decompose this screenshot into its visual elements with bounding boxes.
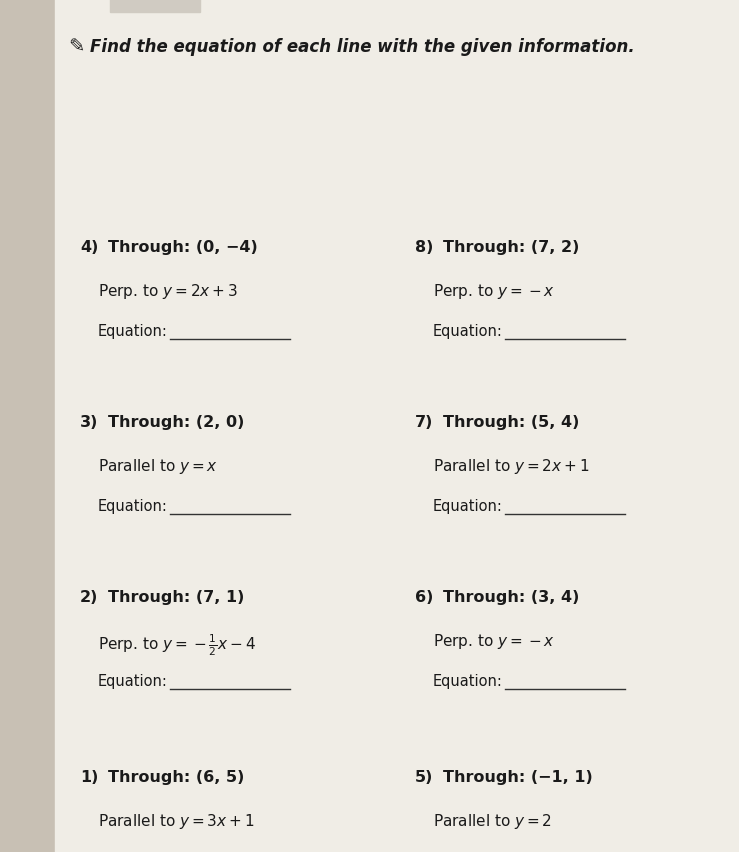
Polygon shape: [110, 0, 200, 13]
Text: Parallel to $y = 2$: Parallel to $y = 2$: [433, 811, 552, 830]
Text: Equation:: Equation:: [98, 498, 168, 514]
Text: Perp. to $y = -x$: Perp. to $y = -x$: [433, 282, 555, 301]
Text: Through: (−1, 1): Through: (−1, 1): [443, 769, 593, 784]
Text: 5): 5): [415, 769, 433, 784]
Text: 2): 2): [80, 590, 98, 604]
Text: Through: (6, 5): Through: (6, 5): [108, 769, 245, 784]
Text: Perp. to $y = -\frac{1}{2}x - 4$: Perp. to $y = -\frac{1}{2}x - 4$: [98, 631, 256, 657]
Text: 4): 4): [80, 239, 98, 255]
Text: Through: (3, 4): Through: (3, 4): [443, 590, 579, 604]
Text: Through: (0, −4): Through: (0, −4): [108, 239, 258, 255]
Polygon shape: [55, 0, 739, 852]
Text: 3): 3): [80, 415, 98, 429]
Text: 1): 1): [80, 769, 98, 784]
Text: Equation:: Equation:: [433, 673, 503, 688]
Text: Equation:: Equation:: [98, 324, 168, 338]
Text: ✎: ✎: [68, 38, 84, 57]
Text: Parallel to $y = 3x + 1$: Parallel to $y = 3x + 1$: [98, 811, 255, 830]
Text: Perp. to $y = 2x + 3$: Perp. to $y = 2x + 3$: [98, 282, 238, 301]
Text: 6): 6): [415, 590, 433, 604]
Text: Find the equation of each line with the given information.: Find the equation of each line with the …: [90, 38, 635, 56]
Text: Through: (2, 0): Through: (2, 0): [108, 415, 245, 429]
Text: Through: (7, 2): Through: (7, 2): [443, 239, 579, 255]
Polygon shape: [0, 0, 55, 852]
Text: 8): 8): [415, 239, 433, 255]
Text: Through: (5, 4): Through: (5, 4): [443, 415, 579, 429]
Text: Equation:: Equation:: [433, 498, 503, 514]
Text: Parallel to $y = x$: Parallel to $y = x$: [98, 457, 218, 475]
Text: Perp. to $y = -x$: Perp. to $y = -x$: [433, 631, 555, 650]
Text: Through: (7, 1): Through: (7, 1): [108, 590, 245, 604]
Text: Parallel to $y = 2x + 1$: Parallel to $y = 2x + 1$: [433, 457, 590, 475]
Text: 7): 7): [415, 415, 433, 429]
Text: Equation:: Equation:: [98, 673, 168, 688]
Text: Equation:: Equation:: [433, 324, 503, 338]
